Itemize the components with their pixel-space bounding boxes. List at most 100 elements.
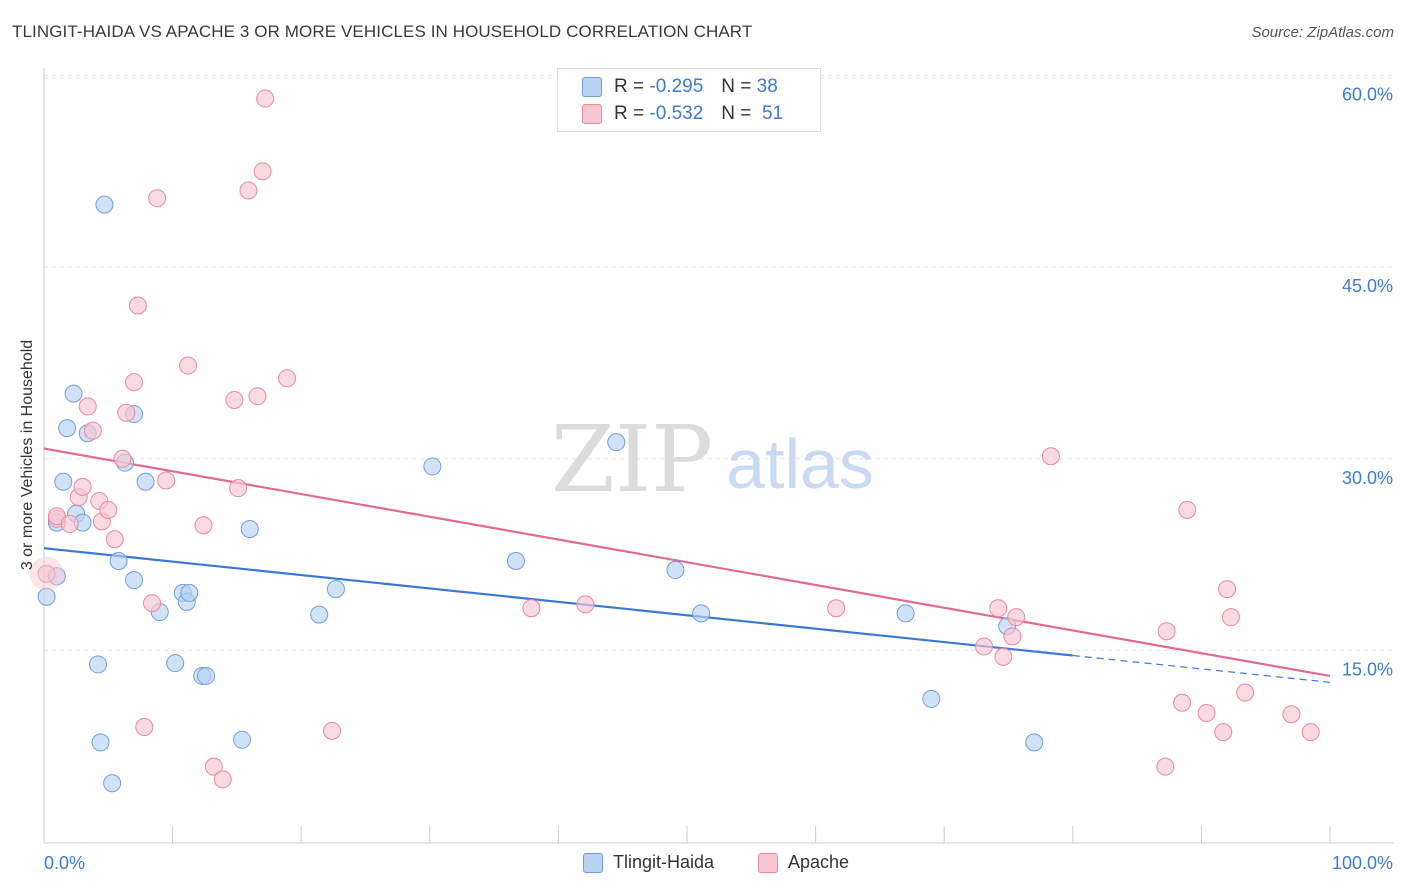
tlingit-point	[922, 689, 941, 708]
legend-r-value: -0.532	[649, 103, 704, 124]
tlingit-point	[37, 587, 56, 606]
y-tick-label: 30.0%	[1342, 468, 1393, 488]
y-tick-label: 60.0%	[1342, 85, 1393, 105]
apache-point	[105, 530, 124, 549]
watermark-zip: ZIP	[551, 406, 713, 513]
tlingit-point	[233, 730, 252, 749]
series-swatch-tlingit	[583, 852, 603, 873]
tlingit-point	[58, 419, 77, 438]
correlation-legend: R = -0.295 N = 38 R = -0.532 N = 51	[557, 68, 821, 132]
apache-point	[1003, 627, 1022, 646]
series-legend: Tlingit-Haida Apache	[0, 852, 1406, 876]
apache-point	[194, 516, 213, 535]
apache-point	[1221, 608, 1240, 627]
x-tick-label: 0.0%	[44, 853, 85, 873]
tlingit-point	[506, 551, 525, 570]
apache-point	[256, 89, 275, 108]
legend-n-label: N =	[721, 103, 752, 124]
series-legend-apache: Apache	[758, 852, 849, 873]
apache-point	[78, 397, 97, 416]
apache-point	[113, 449, 132, 468]
apache-point	[225, 391, 244, 410]
tlingit-point	[197, 666, 216, 685]
apache-point	[148, 189, 167, 208]
y-tick-label: 45.0%	[1342, 276, 1393, 296]
apache-point	[994, 647, 1013, 666]
apache-point	[248, 387, 267, 406]
apache-point	[1041, 447, 1060, 466]
apache-point	[128, 296, 147, 315]
apache-point	[239, 181, 258, 200]
apache-point	[1197, 703, 1216, 722]
apache-point	[179, 356, 198, 375]
apache-point	[1301, 723, 1320, 742]
legend-row-apache: R = -0.532 N = 51	[582, 103, 783, 125]
apache-point	[83, 421, 102, 440]
tlingit-point	[89, 655, 108, 674]
tlingit-point	[91, 733, 110, 752]
apache-point	[989, 599, 1008, 618]
apache-point	[975, 637, 994, 656]
tlingit-point	[180, 583, 199, 602]
apache-point	[99, 500, 118, 519]
tlingit-point	[310, 605, 329, 624]
tlingit-point	[423, 457, 442, 476]
apache-point	[1157, 622, 1176, 641]
apache-point	[117, 403, 136, 422]
apache-point	[278, 369, 297, 388]
data-points	[29, 89, 1320, 793]
apache-point-cluster	[29, 556, 64, 591]
apache-point	[1214, 723, 1233, 742]
x-tick-label: 100.0%	[1332, 853, 1393, 873]
tlingit-point	[166, 654, 185, 673]
apache-point	[1236, 683, 1255, 702]
tick-labels: 15.0% 30.0% 45.0% 60.0% 0.0% 100.0%	[44, 85, 1393, 873]
legend-row-tlingit: R = -0.295 N = 38	[582, 76, 778, 98]
tlingit-point	[125, 571, 144, 590]
tlingit-point	[326, 580, 345, 599]
y-axis-label: 3 or more Vehicles in Household	[19, 339, 36, 571]
source-label: Source: ZipAtlas.com	[1251, 24, 1394, 41]
apache-point	[1007, 608, 1026, 627]
apache-point	[157, 471, 176, 490]
apache-point	[204, 757, 223, 776]
tlingit-point	[109, 551, 128, 570]
tlingit-point	[136, 472, 155, 491]
legend-r-label: R =	[614, 76, 645, 97]
apache-point	[1218, 580, 1237, 599]
apache-point	[522, 599, 541, 618]
tlingit-point	[607, 433, 626, 452]
tlingit-point	[692, 604, 711, 623]
apache-point	[143, 594, 162, 613]
legend-n-label: N =	[721, 76, 752, 97]
series-legend-tlingit: Tlingit-Haida	[583, 852, 714, 873]
tlingit-point	[240, 520, 259, 539]
apache-point	[135, 718, 154, 737]
legend-n-value: 51	[761, 103, 784, 124]
legend-r-label: R =	[614, 103, 645, 124]
axes	[43, 68, 1394, 844]
legend-r-value: -0.295	[649, 76, 704, 97]
y-tick-label: 15.0%	[1342, 659, 1393, 679]
apache-point	[73, 477, 92, 496]
tlingit-point	[64, 384, 83, 403]
legend-swatch-apache	[582, 104, 602, 124]
watermark: ZIP atlas	[551, 406, 874, 513]
apache-point	[1178, 500, 1197, 519]
tlingit-point	[1025, 733, 1044, 752]
apache-point	[229, 479, 248, 498]
series-swatch-apache	[758, 852, 778, 873]
apache-point	[125, 373, 144, 392]
apache-point	[1156, 757, 1175, 776]
apache-point	[213, 770, 232, 789]
apache-point	[60, 514, 79, 533]
legend-n-value: 38	[756, 76, 778, 97]
grid-lines	[44, 75, 1394, 651]
apache-point	[323, 721, 342, 740]
tlingit-point	[95, 195, 114, 214]
apache-point	[253, 162, 272, 181]
tlingit-point	[896, 604, 915, 623]
chart-title: TLINGIT-HAIDA VS APACHE 3 OR MORE VEHICL…	[12, 22, 753, 41]
apache-point	[37, 564, 56, 583]
